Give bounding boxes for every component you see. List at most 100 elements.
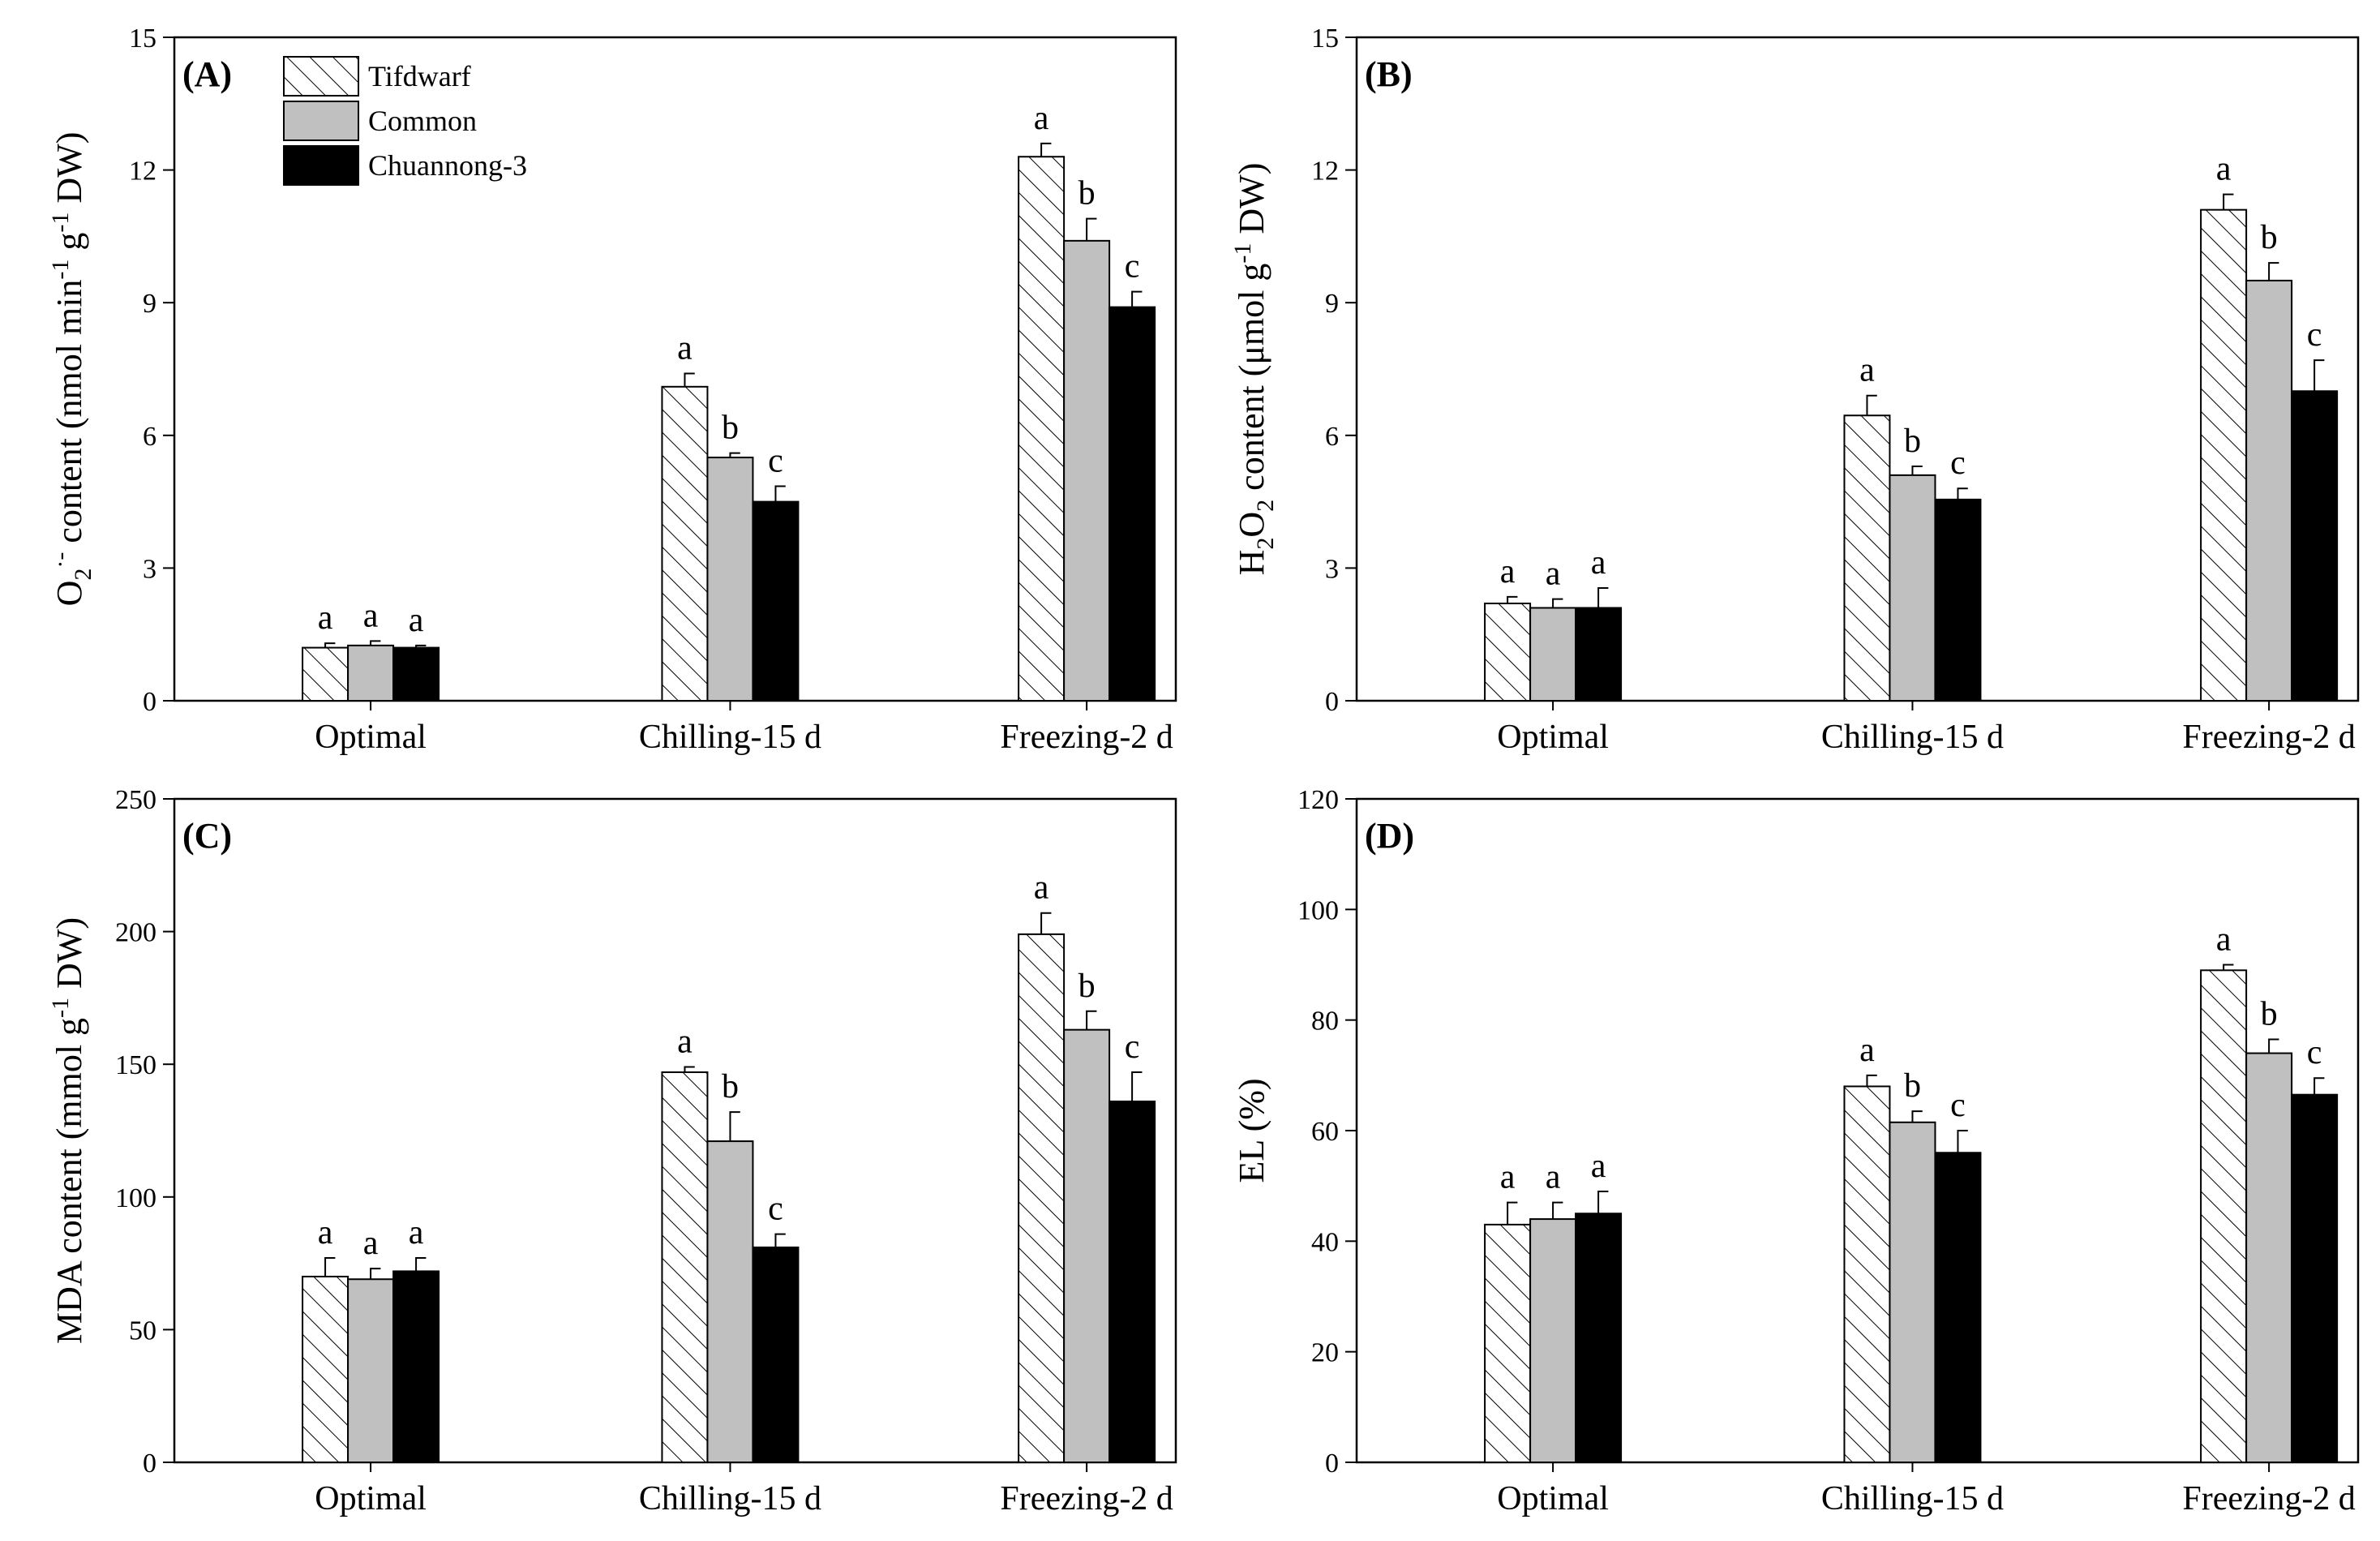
y-tick-label: 12 — [129, 157, 157, 187]
significance-letter: a — [318, 1214, 333, 1251]
error-bar — [415, 644, 427, 648]
bar — [392, 1270, 440, 1464]
bar — [2291, 1093, 2339, 1463]
error-bar — [1086, 217, 1097, 241]
error-bar — [1911, 465, 1923, 475]
error-bar — [1131, 1071, 1143, 1102]
y-tick-label: 0 — [1325, 1449, 1339, 1479]
bar — [1018, 156, 1066, 702]
bar — [1529, 607, 1577, 702]
bar — [1889, 1121, 1936, 1464]
error-bar — [2223, 964, 2234, 971]
significance-letter: a — [1859, 1032, 1875, 1069]
error-bar — [1597, 1190, 1609, 1214]
x-tick-label: Freezing-2 d — [2182, 719, 2355, 756]
bar — [661, 1071, 709, 1463]
significance-letter: a — [1034, 100, 1049, 137]
panel-4: 0 20 40 60 80 100 120 Optimal Chilling-15 d Freez… — [1232, 785, 2360, 1517]
significance-letter: a — [2216, 151, 2232, 188]
legend-label: Tifdwarf — [368, 60, 471, 92]
x-tick-label: Freezing-2 d — [1000, 719, 1173, 756]
y-tick-label: 12 — [1311, 157, 1339, 187]
error-bar — [1086, 1010, 1097, 1030]
significance-letter: a — [1034, 869, 1049, 907]
error-bar — [774, 485, 786, 502]
y-tick-label: 200 — [115, 918, 157, 948]
bar — [1484, 603, 1532, 702]
y-tick-label: 60 — [1311, 1117, 1339, 1147]
bar — [1109, 306, 1156, 702]
significance-letter: a — [409, 1214, 424, 1251]
x-tick-label: Optimal — [1497, 719, 1609, 756]
bar — [752, 1246, 800, 1464]
error-bar — [684, 372, 695, 387]
error-bar — [324, 642, 336, 648]
error-bar — [1911, 1110, 1923, 1122]
panel-2: 0 3 6 9 12 15 Optimal Chilling-15 d Freezing-2 d… — [1229, 24, 2360, 756]
bar — [392, 646, 440, 702]
error-bar — [1866, 1074, 1877, 1087]
bar — [1109, 1101, 1156, 1464]
y-axis-title: EL (%) — [1232, 1078, 1271, 1183]
error-bar — [2268, 1038, 2279, 1054]
y-tick-label: 3 — [1325, 554, 1339, 584]
significance-letter: c — [768, 443, 783, 480]
bar — [1529, 1218, 1577, 1463]
error-bar — [774, 1233, 786, 1247]
y-tick-label: 250 — [115, 785, 157, 815]
y-tick-label: 40 — [1311, 1227, 1339, 1257]
bar — [1843, 414, 1891, 702]
y-tick-label: 0 — [143, 687, 157, 717]
y-axis-title: O2·- content (nmol min-1 g-1 DW) — [47, 132, 96, 607]
y-tick-label: 150 — [115, 1050, 157, 1080]
y-tick-label: 6 — [1325, 422, 1339, 452]
significance-letter: b — [2261, 996, 2278, 1033]
significance-letter: a — [1500, 1159, 1516, 1196]
y-tick-label: 9 — [143, 289, 157, 319]
panel-tag: (D) — [1365, 816, 1414, 856]
x-tick-label: Chilling-15 d — [1821, 719, 2004, 756]
bar — [347, 1278, 395, 1464]
significance-letter: a — [1500, 553, 1516, 590]
error-bar — [324, 1257, 336, 1277]
y-tick-label: 50 — [129, 1316, 157, 1346]
x-tick-label: Freezing-2 d — [2182, 1480, 2355, 1517]
bar — [2200, 208, 2248, 702]
error-bar — [1597, 586, 1609, 608]
error-bar — [1957, 1130, 1968, 1153]
panel-tag: (A) — [182, 54, 232, 94]
error-bar — [1507, 1201, 1518, 1225]
legend-item: Chuannong-3 — [283, 145, 527, 186]
bar — [2200, 969, 2248, 1463]
significance-letter: a — [1591, 544, 1606, 582]
significance-letter: b — [1904, 423, 1921, 460]
error-bar — [1040, 142, 1052, 157]
significance-letter: b — [722, 410, 739, 447]
bar — [2245, 279, 2293, 702]
y-tick-label: 6 — [143, 422, 157, 452]
significance-letter: a — [1546, 1159, 1561, 1196]
y-tick-label: 15 — [129, 24, 157, 54]
y-tick-label: 0 — [1325, 687, 1339, 717]
bar — [1018, 933, 1066, 1463]
error-bar — [684, 1066, 695, 1073]
significance-letter: c — [1125, 248, 1140, 285]
error-bar — [729, 1111, 740, 1142]
significance-letter: b — [2261, 219, 2278, 256]
legend-swatch — [283, 145, 359, 186]
panels: 0 3 6 9 12 15 Optimal Chilling-15 d Freezing-2 d… — [47, 24, 2360, 1517]
x-tick-label: Freezing-2 d — [1000, 1480, 1173, 1517]
significance-letter: c — [1125, 1028, 1140, 1066]
bar — [1575, 1213, 1623, 1463]
y-axis-title: MDA content (mmol g-1 DW) — [47, 917, 89, 1344]
significance-letter: a — [363, 597, 379, 634]
panel-1: 0 3 6 9 12 15 Optimal Chilling-15 d Freezing-2 d… — [47, 24, 1177, 756]
panel-tag: (B) — [1365, 54, 1413, 94]
panel-tag: (C) — [182, 816, 232, 856]
bar — [706, 1140, 754, 1463]
y-tick-label: 100 — [115, 1183, 157, 1213]
bar — [1063, 1028, 1111, 1463]
error-bar — [1957, 487, 1968, 500]
y-axis-title: H2O2 content (μmol g-1 DW) — [1229, 163, 1279, 576]
